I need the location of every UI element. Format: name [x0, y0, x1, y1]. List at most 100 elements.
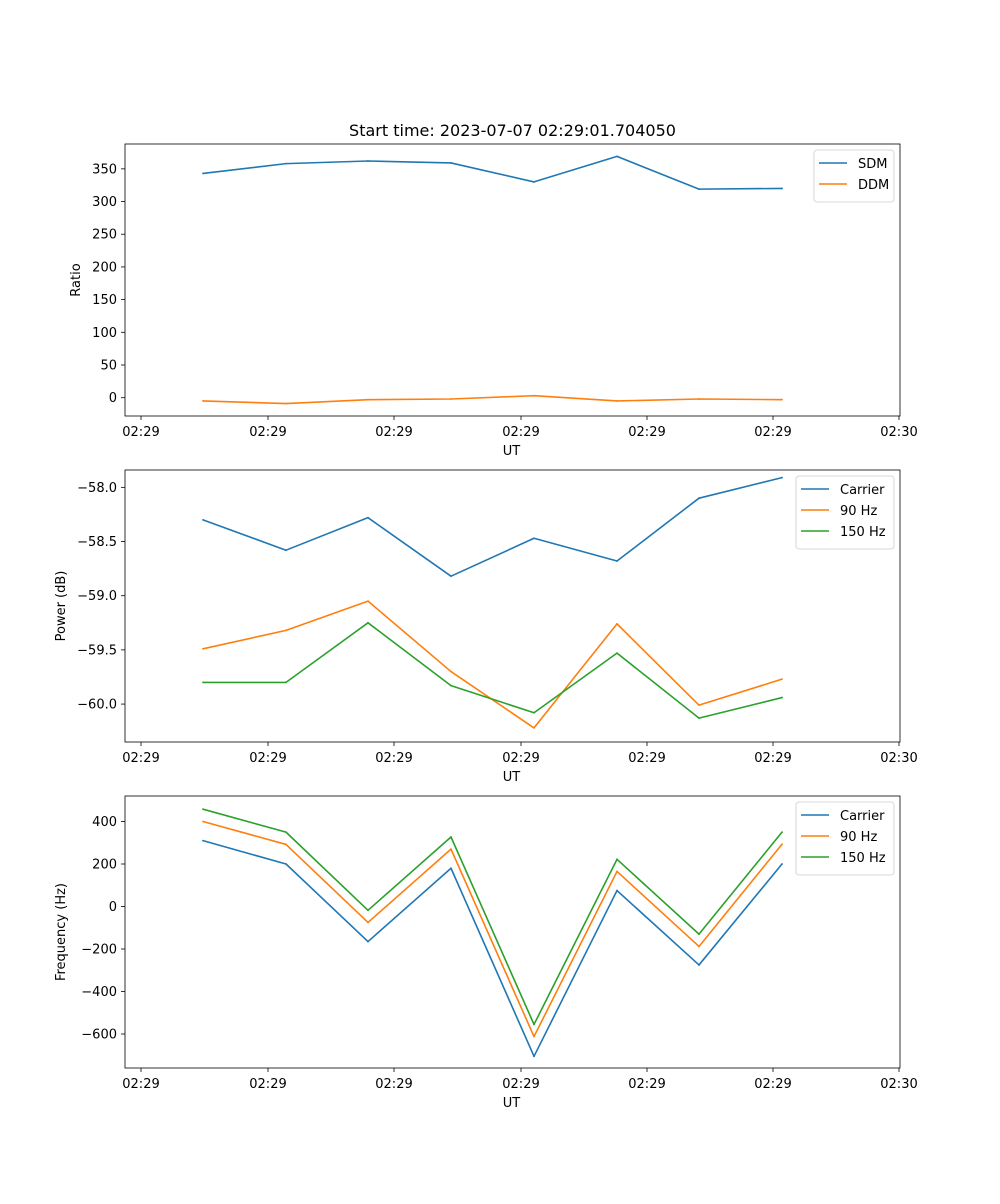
x-tick-label: 02:30: [880, 751, 917, 766]
x-tick-label: 02:29: [375, 1077, 412, 1092]
plot-frame: [124, 795, 901, 1069]
data-point: [285, 831, 287, 834]
y-tick-label: −60.0: [77, 698, 117, 713]
data-point: [698, 398, 700, 400]
y-tick-label: 300: [92, 195, 117, 210]
data-point: [533, 711, 535, 714]
x-tick-label: 02:29: [249, 751, 286, 766]
y-axis-label: Frequency (Hz): [54, 883, 69, 981]
legend-label: Carrier: [840, 809, 885, 824]
data-point: [450, 162, 452, 164]
data-point: [533, 1035, 535, 1038]
x-tick-label: 02:29: [122, 751, 159, 766]
x-tick-label: 02:30: [880, 425, 917, 440]
y-axis-label: Ratio: [69, 263, 84, 296]
data-point: [698, 188, 700, 191]
y-tick-label: −58.0: [77, 481, 117, 496]
series-line-ddm: [202, 394, 783, 405]
y-tick-label: 200: [92, 858, 117, 873]
data-point: [616, 889, 618, 892]
series-line-150-hz: [203, 621, 783, 719]
plot-frame: [124, 469, 901, 743]
y-tick-label: −58.5: [77, 535, 117, 550]
data-point: [533, 181, 535, 183]
y-tick-label: 200: [92, 260, 117, 275]
data-point: [781, 843, 783, 846]
x-tick-label: 02:29: [628, 751, 665, 766]
data-point: [367, 940, 369, 943]
data-point: [616, 622, 618, 625]
y-tick-label: 150: [92, 293, 117, 308]
series-line-90-hz: [202, 820, 783, 1038]
data-point: [367, 516, 369, 519]
data-point: [450, 398, 452, 400]
legend-label: Carrier: [840, 483, 885, 498]
legend-label: SDM: [858, 157, 887, 172]
x-tick-label: 02:29: [502, 425, 539, 440]
data-point: [202, 647, 204, 650]
x-axis-label: UT: [503, 770, 521, 785]
data-point: [202, 172, 204, 175]
series-line-carrier: [202, 476, 783, 578]
chart-panel-3: −600 −400 −200 0 200 400 02:29 02:29 02:29 02:29 0…: [54, 795, 918, 1111]
x-tick-label: 02:29: [375, 425, 412, 440]
legend-label: DDM: [858, 178, 889, 193]
legend: Carrier 90 Hz 150 Hz: [795, 801, 895, 876]
data-point: [285, 402, 287, 405]
data-point: [781, 696, 783, 699]
data-point: [698, 704, 700, 707]
legend-label: 150 Hz: [840, 525, 886, 540]
y-tick-label: 0: [109, 900, 117, 915]
series-line-sdm: [202, 155, 783, 190]
data-point: [533, 727, 535, 729]
legend: Carrier 90 Hz 150 Hz: [795, 475, 895, 550]
y-tick-label: 250: [92, 228, 117, 243]
data-point: [285, 681, 287, 684]
plot-frame: [124, 143, 901, 417]
y-tick-label: 100: [92, 326, 117, 341]
chart-panel-2: −60.0 −59.5 −59.0 −58.5 −58.0 02:29 02:29 02:29…: [54, 469, 918, 785]
y-tick-label: −59.0: [77, 589, 117, 604]
data-point: [616, 858, 618, 861]
x-tick-label: 02:29: [502, 751, 539, 766]
data-point: [367, 909, 369, 912]
chart-panel-1: Start time: 2023-07-07 02:29:01.704050 0 5…: [69, 121, 918, 459]
data-point: [616, 652, 618, 655]
y-tick-label: −400: [81, 985, 117, 1000]
y-tick-label: 50: [100, 359, 117, 374]
data-point: [616, 560, 618, 562]
x-tick-label: 02:29: [249, 1077, 286, 1092]
data-point: [533, 1023, 535, 1026]
y-axis-label: Power (dB): [54, 571, 69, 642]
x-tick-label: 02:29: [122, 425, 159, 440]
series-line-90-hz: [202, 600, 783, 729]
y-tick-label: −200: [81, 943, 117, 958]
x-tick-label: 02:29: [249, 425, 286, 440]
data-point: [285, 629, 287, 632]
data-point: [202, 400, 204, 402]
x-tick-label: 02:29: [122, 1077, 159, 1092]
data-point: [450, 684, 452, 687]
data-point: [367, 921, 369, 924]
data-point: [781, 187, 783, 190]
data-point: [202, 808, 204, 811]
data-point: [698, 945, 700, 948]
x-tick-label: 02:29: [628, 425, 665, 440]
data-point: [616, 870, 618, 873]
x-axis-label: UT: [503, 1096, 521, 1111]
legend-label: 90 Hz: [840, 830, 877, 845]
data-point: [285, 162, 287, 165]
x-tick-label: 02:30: [880, 1077, 917, 1092]
data-point: [698, 933, 700, 936]
x-tick-label: 02:29: [754, 425, 791, 440]
data-point: [202, 681, 204, 684]
data-point: [285, 843, 287, 846]
data-point: [450, 848, 452, 851]
data-point: [698, 497, 700, 500]
series-line-carrier: [202, 839, 783, 1058]
data-point: [450, 670, 452, 673]
y-tick-label: 350: [92, 162, 117, 177]
data-point: [202, 839, 204, 842]
data-point: [533, 537, 535, 540]
